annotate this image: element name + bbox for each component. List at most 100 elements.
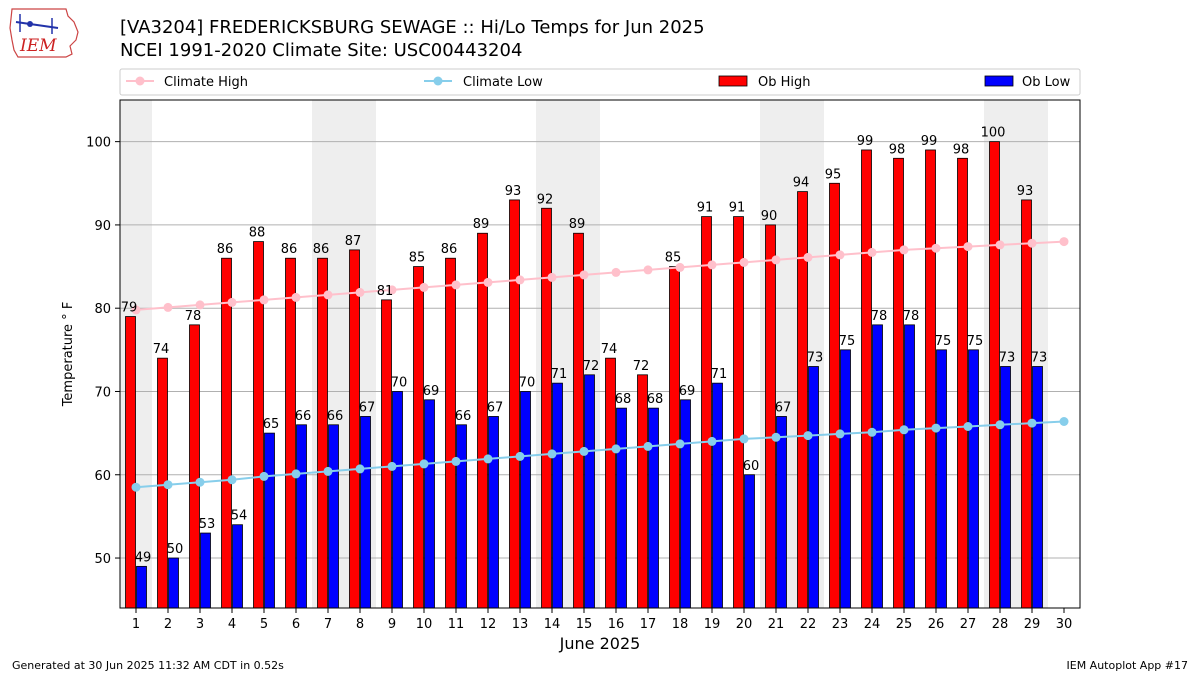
ob-low-label-1: 49: [135, 550, 152, 565]
ob-high-bar-23: [829, 182, 840, 609]
ob-high-label-16: 74: [601, 342, 618, 357]
climate-low-point-7: [323, 466, 333, 476]
ob-high-bar-8: [349, 249, 360, 609]
legend-ob-low: Ob Low: [984, 75, 1071, 90]
y-tick-label-60: 60: [94, 469, 111, 484]
ob-high-bar-6: [285, 257, 296, 609]
climate-low-line: [135, 420, 1065, 489]
x-tick-label-7: 7: [324, 617, 332, 632]
x-tick-label-13: 13: [512, 617, 529, 632]
ob-low-bar-20: [744, 474, 755, 609]
ob-high-label-14: 92: [537, 192, 554, 207]
ob-high-label-24: 99: [857, 134, 874, 149]
x-tick-label-1: 1: [132, 617, 140, 632]
climate-low-point-14: [547, 449, 557, 459]
ob-low-bar-13: [520, 391, 531, 609]
ob-high-bar-19: [701, 216, 712, 609]
ob-low-label-8: 67: [359, 400, 376, 415]
climate-low-point-12: [483, 454, 493, 464]
climate-high-point-1: [131, 305, 141, 315]
ob-high-label-8: 87: [345, 234, 362, 249]
x-tick-label-22: 22: [800, 617, 817, 632]
ob-high-label-7: 86: [313, 242, 330, 257]
climate-low-point-19: [707, 436, 717, 446]
ob-low-bar-17: [648, 407, 659, 609]
climate-high-point-4: [227, 297, 237, 307]
ob-low-bar-14: [552, 382, 563, 609]
weekend-shade-8: [344, 100, 376, 608]
climate-low-point-17: [643, 441, 653, 451]
climate-high-point-3: [195, 300, 205, 310]
ob-low-label-18: 69: [679, 384, 696, 399]
climate-low-point-9: [387, 461, 397, 471]
ob-low-bar-9: [392, 391, 403, 609]
climate-high-point-25: [899, 245, 909, 255]
x-tick-label-9: 9: [388, 617, 396, 632]
legend-climate-low-label: Climate Low: [463, 75, 543, 90]
ob-high-label-28: 100: [981, 126, 1006, 141]
climate-high-point-23: [835, 250, 845, 260]
climate-high-point-6: [291, 292, 301, 302]
x-axis-label: June 2025: [559, 634, 641, 653]
ob-low-label-15: 72: [583, 359, 600, 374]
climate-low-point-8: [355, 464, 365, 474]
climate-high-point-12: [483, 277, 493, 287]
x-tick-label-4: 4: [228, 617, 236, 632]
ob-high-bar-3: [189, 324, 200, 609]
climate-high-point-11: [451, 280, 461, 290]
ob-low-label-27: 75: [967, 334, 984, 349]
ob-low-label-7: 66: [327, 409, 344, 424]
ob-high-label-18: 85: [665, 251, 682, 266]
ob-high-label-9: 81: [377, 284, 394, 299]
ob-high-label-2: 74: [153, 342, 170, 357]
ob-high-label-29: 93: [1017, 184, 1034, 199]
ob-low-label-12: 67: [487, 400, 504, 415]
iem-logo: IEM: [9, 8, 79, 58]
climate-low-point-18: [675, 439, 685, 449]
chart-title: [VA3204] FREDERICKSBURG SEWAGE :: Hi/Lo …: [120, 17, 705, 38]
x-tick-label-16: 16: [608, 617, 625, 632]
x-tick-label-24: 24: [864, 617, 881, 632]
climate-high-point-10: [419, 282, 429, 292]
legend-ob-low-swatch: [984, 75, 1014, 87]
ob-high-bar-28: [989, 141, 1000, 609]
legend-ob-high-label: Ob High: [758, 75, 811, 90]
x-tick-label-8: 8: [356, 617, 364, 632]
climate-high-point-20: [739, 257, 749, 267]
weekend-shade-21: [760, 100, 792, 608]
ob-high-label-6: 86: [281, 242, 298, 257]
climate-high-point-2: [163, 302, 173, 312]
y-tick-label-50: 50: [94, 552, 111, 567]
ob-high-label-20: 91: [729, 201, 746, 216]
ob-high-bar-15: [573, 232, 584, 609]
climate-low-point-21: [771, 432, 781, 442]
x-tick-label-21: 21: [768, 617, 785, 632]
ob-low-bar-2: [168, 557, 179, 609]
climate-high-point-7: [323, 290, 333, 300]
x-tick-label-23: 23: [832, 617, 849, 632]
ob-low-label-22: 73: [807, 350, 824, 365]
x-tick-label-10: 10: [416, 617, 433, 632]
ob-high-label-11: 86: [441, 242, 458, 257]
legend-ob-high-swatch: [718, 75, 748, 87]
ob-high-bar-17: [637, 374, 648, 609]
ob-low-bar-6: [296, 424, 307, 609]
ob-low-bar-23: [840, 349, 851, 609]
ob-low-label-4: 54: [231, 509, 248, 524]
x-tick-label-2: 2: [164, 617, 172, 632]
ob-high-bar-25: [893, 157, 904, 609]
ob-low-label-21: 67: [775, 400, 792, 415]
grid-lines: [120, 141, 1080, 559]
ob-low-bar-28: [1000, 366, 1011, 609]
x-tick-label-18: 18: [672, 617, 689, 632]
climate-high-point-8: [355, 287, 365, 297]
x-tick-label-29: 29: [1024, 617, 1041, 632]
ob-low-label-14: 71: [551, 367, 568, 382]
ob-low-label-28: 73: [999, 350, 1016, 365]
ob-high-bar-13: [509, 199, 520, 609]
plot-frame: [119, 99, 1081, 609]
climate-low-point-5: [259, 471, 269, 481]
ob-high-bar-27: [957, 157, 968, 609]
climate-low-point-10: [419, 459, 429, 469]
